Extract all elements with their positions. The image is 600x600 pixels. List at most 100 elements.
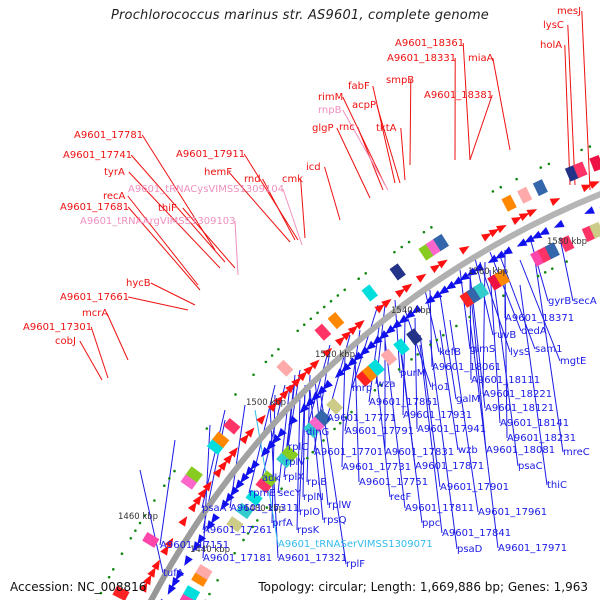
- forward-gene-label[interactable]: hycB: [126, 278, 151, 289]
- reverse-gene-label[interactable]: A9601_17181: [203, 553, 272, 564]
- reverse-gene-label[interactable]: A9601_18371: [505, 313, 574, 324]
- reverse-gene-label[interactable]: A9601_17961: [478, 507, 547, 518]
- reverse-gene-label[interactable]: psaD: [457, 544, 483, 555]
- forward-gene-label[interactable]: mesJ: [557, 6, 581, 17]
- forward-gene-label[interactable]: miaA: [468, 53, 494, 64]
- reverse-gene-label[interactable]: A9601_17971: [498, 543, 567, 554]
- forward-gene-label[interactable]: lysC: [543, 20, 564, 31]
- reverse-gene-label[interactable]: secY: [278, 488, 302, 499]
- reverse-gene-label[interactable]: kefB: [439, 347, 461, 358]
- reverse-gene-label[interactable]: secA: [573, 296, 597, 307]
- forward-gene-label[interactable]: A9601_17301: [23, 322, 92, 333]
- reverse-gene-label[interactable]: mreC: [563, 447, 590, 458]
- forward-trna-label[interactable]: A9601_tRNACysVIMSS1309104: [128, 184, 284, 195]
- forward-gene-label[interactable]: hemF: [204, 167, 232, 178]
- reverse-gene-label[interactable]: gyrB: [548, 296, 571, 307]
- reverse-gene-label[interactable]: A9601_17841: [442, 528, 511, 539]
- forward-gene-label[interactable]: A9601_18331: [387, 53, 456, 64]
- forward-gene-label[interactable]: A9601_18381: [424, 90, 493, 101]
- reverse-gene-label[interactable]: adk: [262, 473, 280, 484]
- reverse-gene-label[interactable]: A9601_17901: [440, 482, 509, 493]
- reverse-gene-label[interactable]: mrp: [352, 383, 372, 394]
- reverse-gene-label[interactable]: A9601_17871: [415, 461, 484, 472]
- reverse-gene-label[interactable]: A9601_17831: [385, 447, 454, 458]
- forward-gene-label[interactable]: acpP: [352, 100, 376, 111]
- forward-gene-label[interactable]: fabF: [348, 81, 370, 92]
- reverse-gene-label[interactable]: A9601_17751: [359, 477, 428, 488]
- reverse-gene-label[interactable]: A9601_18221: [483, 389, 552, 400]
- forward-gene-label[interactable]: A9601_17741: [63, 150, 132, 161]
- forward-gene-label[interactable]: A9601_17911: [176, 149, 245, 160]
- reverse-gene-label[interactable]: A9601_17771: [327, 413, 396, 424]
- forward-gene-label[interactable]: A9601_17681: [60, 202, 129, 213]
- reverse-gene-label[interactable]: wza: [376, 379, 396, 390]
- reverse-gene-label[interactable]: prfA: [272, 518, 293, 529]
- forward-gene-label[interactable]: mcrA: [82, 308, 108, 319]
- forward-gene-label[interactable]: cobJ: [55, 336, 76, 347]
- reverse-gene-label[interactable]: sam1: [535, 344, 562, 355]
- reverse-trna-label[interactable]: A9601_tRNASerVIMSS1309071: [278, 539, 433, 550]
- reverse-gene-label[interactable]: rplC: [288, 442, 308, 453]
- forward-trna-label[interactable]: A9601_tRNAArgVIMSS1309103: [80, 216, 236, 227]
- reverse-gene-label[interactable]: rplO: [299, 507, 320, 518]
- reverse-gene-label[interactable]: A9601_17731: [342, 462, 411, 473]
- reverse-gene-label[interactable]: mgtE: [560, 356, 586, 367]
- reverse-gene-label[interactable]: rplN: [303, 492, 324, 503]
- reverse-gene-label[interactable]: ho1: [431, 382, 450, 393]
- reverse-gene-label[interactable]: A9601_17941: [417, 424, 486, 435]
- forward-gene-label[interactable]: A9601_17781: [74, 130, 143, 141]
- reverse-gene-label[interactable]: rplW: [328, 500, 351, 511]
- forward-gene-label[interactable]: cmk: [282, 174, 303, 185]
- reverse-gene-label[interactable]: A9601_18121: [485, 403, 554, 414]
- reverse-gene-label[interactable]: rplX: [284, 472, 304, 483]
- reverse-gene-label[interactable]: rpsK: [297, 525, 320, 536]
- forward-gene-label[interactable]: tktA: [376, 123, 397, 134]
- reverse-gene-label[interactable]: A9601_18061: [432, 362, 501, 373]
- reverse-gene-label[interactable]: A9601_18081: [486, 445, 555, 456]
- forward-gene-label[interactable]: smpB: [386, 75, 414, 86]
- reverse-gene-label[interactable]: thiC: [547, 480, 567, 491]
- forward-gene-label[interactable]: glgP: [312, 123, 334, 134]
- forward-gene-label[interactable]: A9601_17661: [60, 292, 129, 303]
- reverse-gene-label[interactable]: A9601_17791: [345, 426, 414, 437]
- forward-trna-label[interactable]: rnpB: [318, 105, 342, 116]
- reverse-gene-label[interactable]: rplV: [285, 457, 305, 468]
- forward-gene-label[interactable]: A9601_18361: [395, 38, 464, 49]
- reverse-gene-label[interactable]: ruvB: [493, 330, 516, 341]
- reverse-gene-label[interactable]: psaA: [202, 503, 227, 514]
- reverse-gene-label[interactable]: wzb: [458, 445, 478, 456]
- reverse-gene-label[interactable]: glmS: [470, 344, 495, 355]
- reverse-gene-label[interactable]: ppc: [422, 518, 440, 529]
- reverse-gene-label[interactable]: A9601_17321: [278, 553, 347, 564]
- reverse-gene-label[interactable]: A9601_17861: [369, 397, 438, 408]
- reverse-gene-label[interactable]: lysS: [510, 347, 530, 358]
- reverse-gene-label[interactable]: A9601_18141: [500, 418, 569, 429]
- reverse-gene-label[interactable]: A9601_17261: [203, 525, 272, 536]
- reverse-gene-label[interactable]: rpsQ: [323, 515, 347, 526]
- forward-gene-label[interactable]: icd: [306, 162, 321, 173]
- reverse-gene-label[interactable]: A9601_17311: [230, 503, 299, 514]
- forward-gene-label[interactable]: rnd: [244, 174, 261, 185]
- reverse-gene-label[interactable]: A9601_17811: [405, 503, 474, 514]
- reverse-gene-label[interactable]: rplF: [346, 559, 365, 570]
- reverse-gene-label[interactable]: purM: [400, 368, 425, 379]
- reverse-gene-label[interactable]: recF: [390, 492, 412, 503]
- forward-gene-label[interactable]: rnc: [339, 122, 355, 133]
- forward-gene-label[interactable]: tyrA: [104, 167, 125, 178]
- reverse-gene-label[interactable]: psaC: [518, 461, 543, 472]
- reverse-gene-label[interactable]: tufA: [163, 568, 184, 579]
- reverse-gene-label[interactable]: A9601_17931: [403, 410, 472, 421]
- reverse-gene-label[interactable]: galM: [456, 394, 480, 405]
- reverse-gene-label[interactable]: A9601_17151: [160, 540, 229, 551]
- forward-gene-label[interactable]: thiF: [158, 203, 177, 214]
- reverse-gene-label[interactable]: A9601_17701: [314, 447, 383, 458]
- forward-gene-label[interactable]: recA: [103, 191, 126, 202]
- reverse-gene-label[interactable]: rpmE: [249, 488, 276, 499]
- reverse-gene-label[interactable]: A9601_18111: [471, 375, 540, 386]
- reverse-gene-label[interactable]: A9601_18231: [507, 433, 576, 444]
- forward-gene-label[interactable]: holA: [540, 40, 562, 51]
- reverse-gene-label[interactable]: dinG: [306, 427, 329, 438]
- reverse-gene-label[interactable]: dedA: [521, 326, 547, 337]
- forward-gene-label[interactable]: rimM: [318, 92, 343, 103]
- reverse-gene-label[interactable]: rplB: [307, 477, 327, 488]
